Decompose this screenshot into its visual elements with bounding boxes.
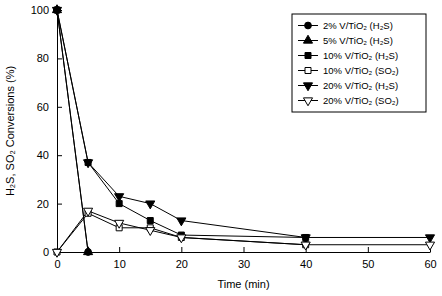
marker [425,235,434,243]
chart: 0 10 20 30 40 50 60 0 20 40 60 80 100 2% V/TiO₂ (H₂S)… [0,0,442,296]
marker [84,208,93,216]
marker [177,235,186,243]
tick-label: 30 [238,258,250,270]
legend-item: 20% V/TiO₂ (SO₂) [298,95,399,106]
plot: 0 10 20 30 40 50 60 0 20 40 60 80 100 2% V/TiO₂ (H₂S)… [31,4,437,270]
legend-marker [303,35,312,43]
tick-label: 0 [54,258,60,270]
tick: 30 [238,247,250,270]
legend-item: 5% V/TiO₂ (H₂S) [298,35,393,46]
tick-label: 100 [31,4,49,16]
marker [84,247,93,255]
tick-mark [244,247,245,252]
y-axis-title: H₂S, SO₂ Conversions (%) [4,66,16,196]
legend-item: 10% V/TiO₂ (H₂S) [298,50,398,61]
legend-item: 10% V/TiO₂ (SO₂) [298,65,399,76]
tick: 40 [300,247,312,270]
axis-line [58,252,431,253]
series-line [57,10,88,252]
marker [146,228,155,236]
y-axis: 0 20 40 60 80 100 [31,4,62,258]
series-line [57,211,430,252]
tick: 20 [176,247,188,270]
legend: 2% V/TiO₂ (H₂S) 5% V/TiO₂ (H₂S) 10% V/TiO₂… [292,14,426,112]
tick-mark [181,247,182,252]
marker [115,194,124,202]
tick: 100 [31,4,62,16]
legend-label: 20% V/TiO₂ (SO₂) [323,95,399,106]
marker [425,242,434,250]
tick-label: 0 [43,246,49,258]
legend-label: 10% V/TiO₂ (SO₂) [323,65,399,76]
tick: 80 [37,52,62,64]
tick-label: 20 [176,258,188,270]
tick: 60 [37,101,62,113]
tick-mark [57,204,62,205]
tick-label: 40 [37,149,49,161]
marker [177,218,186,226]
tick-mark [119,247,120,252]
marker [84,160,93,168]
tick: 10 [114,247,126,270]
tick-label: 40 [300,258,312,270]
marker [301,242,310,250]
series-line [57,10,88,252]
legend-label: 20% V/TiO₂ (H₂S) [323,80,398,91]
tick-label: 50 [362,258,374,270]
tick: 40 [37,149,62,161]
x-axis: 0 10 20 30 40 50 60 [54,247,436,270]
x-axis-title: Time (min) [217,278,269,290]
tick-mark [57,155,62,156]
legend-label: 10% V/TiO₂ (H₂S) [323,50,398,61]
marker [147,218,153,224]
marker [52,249,61,257]
series-group [52,5,434,258]
tick-label: 60 [37,101,49,113]
legend-marker [305,68,311,74]
series-line [57,10,306,237]
legend-item: 2% V/TiO₂ (H₂S) [298,20,393,31]
legend-marker [303,83,312,91]
tick: 60 [424,247,436,270]
legend-label: 5% V/TiO₂ (H₂S) [323,35,393,46]
marker [146,201,155,209]
legend-marker [303,98,312,106]
legend-label: 2% V/TiO₂ (H₂S) [323,20,393,31]
tick-mark [368,247,369,252]
legend-marker [305,53,311,59]
tick-label: 60 [424,258,436,270]
tick-label: 20 [37,198,49,210]
tick-label: 10 [114,258,126,270]
tick-mark [57,107,62,108]
legend-marker [305,22,312,29]
legend-frame [292,14,426,112]
tick: 20 [37,198,62,210]
axis-line [57,11,58,253]
legend-item: 20% V/TiO₂ (H₂S) [298,80,398,91]
series-line [57,10,430,237]
marker [115,220,124,228]
tick: 50 [362,247,374,270]
marker [301,235,310,243]
marker [52,7,61,15]
tick-label: 80 [37,52,49,64]
tick: 0 [43,246,62,258]
tick-mark [57,58,62,59]
